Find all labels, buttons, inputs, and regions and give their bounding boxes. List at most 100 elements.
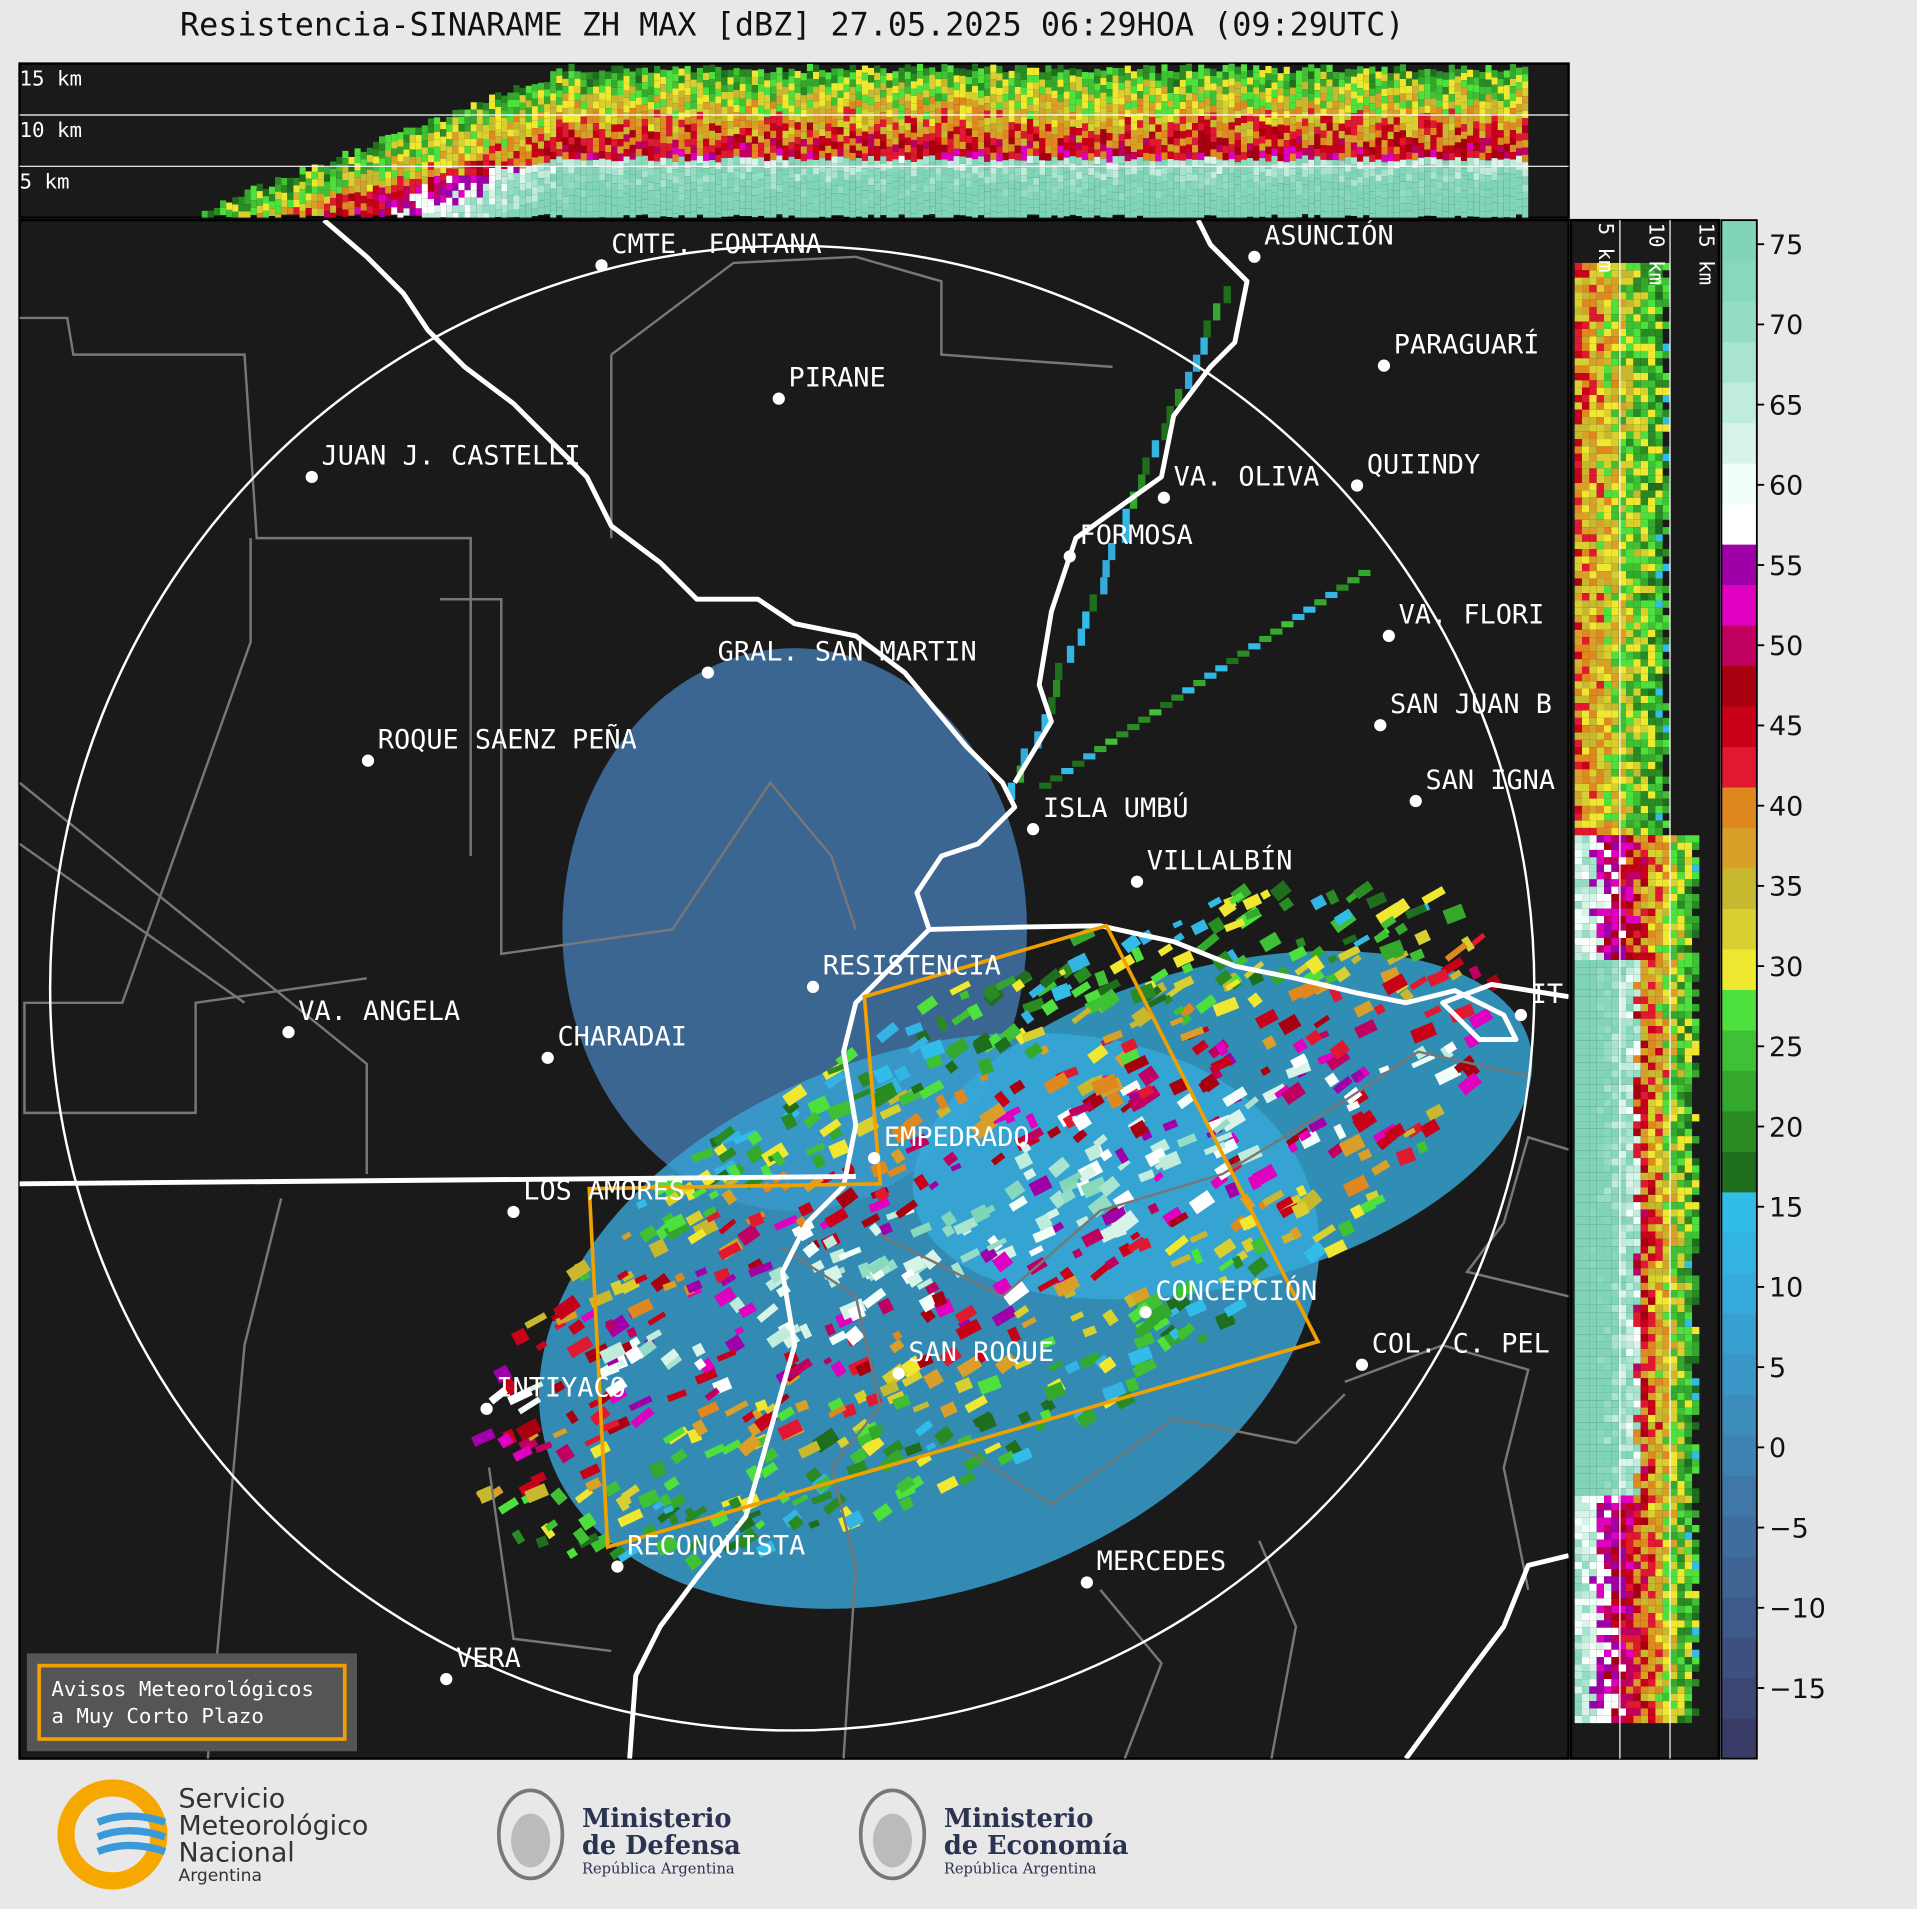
echo	[1479, 116, 1486, 124]
echo	[1011, 1447, 1033, 1465]
echo	[1265, 139, 1272, 147]
echo	[935, 108, 942, 116]
echo	[984, 147, 991, 155]
echo	[635, 119, 642, 127]
echo	[452, 161, 459, 169]
echo	[305, 171, 312, 179]
echo	[1136, 171, 1144, 180]
echo	[879, 1103, 902, 1120]
echo	[1363, 149, 1370, 157]
echo	[942, 1151, 959, 1167]
echo	[1253, 175, 1260, 183]
echo	[1503, 114, 1510, 122]
echo	[611, 146, 618, 154]
warning-box[interactable]	[37, 1663, 347, 1741]
echo	[1094, 193, 1101, 201]
echo	[1123, 1054, 1150, 1075]
echo	[751, 121, 758, 130]
echo	[751, 187, 758, 196]
echo	[880, 104, 887, 113]
echo	[978, 171, 985, 179]
echo	[1369, 81, 1376, 89]
echo	[1156, 1336, 1172, 1353]
echo	[797, 1440, 821, 1459]
echo	[580, 131, 587, 139]
echo	[440, 151, 447, 159]
echo	[831, 105, 838, 113]
echo	[709, 182, 716, 190]
echo	[415, 171, 422, 179]
echo	[929, 126, 936, 134]
echo	[635, 90, 642, 98]
echo	[1168, 1327, 1182, 1341]
city-label: RECONQUISTA	[627, 1530, 805, 1561]
echo	[1393, 168, 1400, 177]
echo	[507, 92, 514, 100]
echo	[1100, 107, 1107, 115]
echo	[580, 182, 587, 190]
echo	[1089, 594, 1097, 612]
echo	[825, 153, 832, 161]
echo	[1253, 109, 1260, 117]
echo	[996, 146, 1003, 155]
echo	[923, 68, 930, 76]
echo	[1509, 108, 1516, 116]
echo	[1387, 102, 1394, 110]
echo	[892, 137, 899, 145]
echo	[1418, 143, 1425, 151]
echo	[1326, 86, 1333, 95]
echo	[837, 156, 844, 164]
echo	[1460, 109, 1468, 117]
echo	[910, 205, 917, 214]
echo	[556, 97, 563, 106]
city-label: VILLALBÍN	[1147, 845, 1293, 877]
echo	[971, 210, 979, 218]
echo	[348, 171, 355, 179]
echo	[1167, 78, 1174, 86]
echo	[977, 1057, 995, 1076]
echo	[1611, 314, 1619, 322]
echo	[1106, 147, 1113, 156]
echo	[1320, 211, 1327, 218]
echo	[1143, 123, 1150, 131]
echo	[702, 80, 710, 88]
echo	[984, 66, 991, 74]
echo	[892, 159, 899, 167]
echo	[1129, 491, 1138, 509]
echo	[941, 144, 948, 153]
echo	[525, 85, 532, 94]
echo	[1259, 158, 1266, 166]
echo	[397, 132, 404, 140]
echo	[953, 200, 960, 208]
echo	[1127, 723, 1140, 731]
echo	[1314, 156, 1321, 164]
echo	[1325, 889, 1340, 905]
echo	[807, 1095, 831, 1117]
echo	[1314, 134, 1321, 142]
echo	[990, 79, 997, 87]
echo	[501, 213, 508, 218]
echo	[1247, 121, 1254, 129]
echo	[1185, 210, 1193, 218]
echo	[1358, 569, 1371, 577]
echo	[1350, 113, 1358, 121]
echo	[1440, 1044, 1454, 1060]
echo	[996, 212, 1003, 218]
echo	[537, 207, 545, 215]
echo	[828, 1404, 847, 1418]
echo	[1216, 188, 1223, 197]
echo	[1026, 119, 1034, 127]
echo	[513, 143, 520, 152]
echo	[1072, 1111, 1093, 1132]
echo	[1332, 108, 1339, 117]
echo	[933, 1425, 955, 1446]
echo	[647, 168, 655, 176]
echo	[1509, 71, 1516, 79]
echo	[764, 80, 771, 88]
echo	[1002, 196, 1009, 205]
echo	[690, 86, 697, 95]
echo	[1081, 101, 1089, 109]
echo	[574, 108, 581, 116]
echo	[782, 174, 789, 183]
echo	[605, 159, 612, 167]
